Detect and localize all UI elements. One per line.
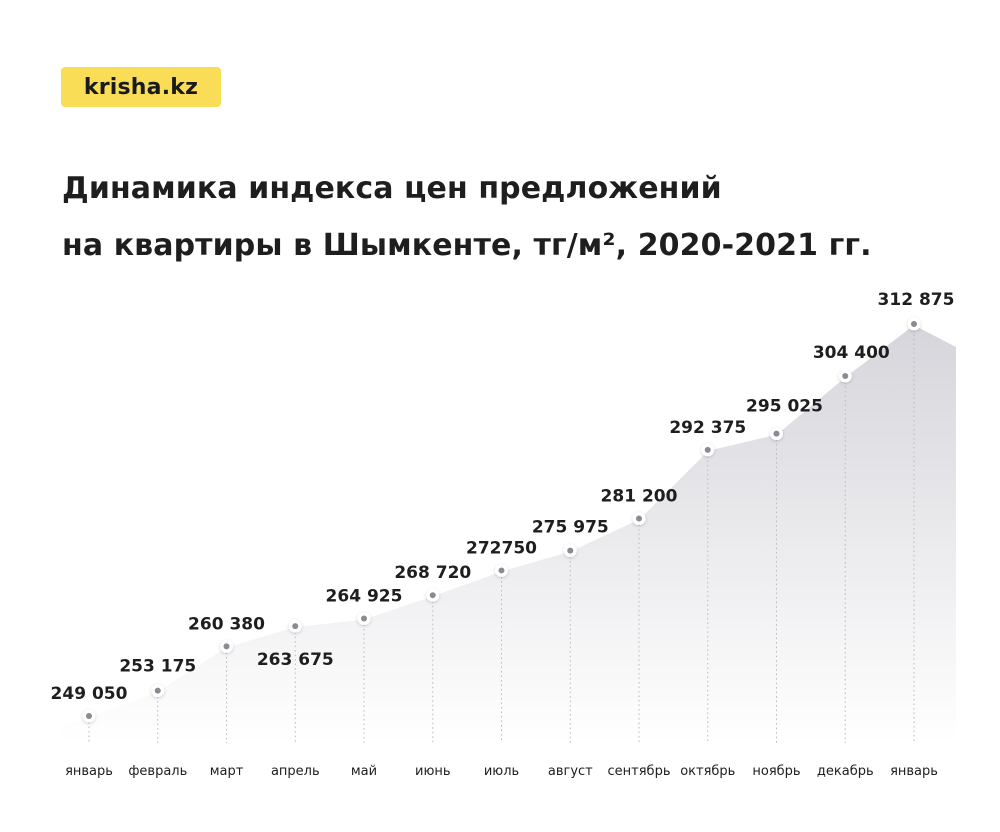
value-label-8: 275 975 xyxy=(532,518,609,538)
month-label-11: ноябрь xyxy=(752,764,800,779)
value-label-11: 295 025 xyxy=(746,397,823,417)
month-label-10: октябрь xyxy=(680,764,735,779)
value-label-4: 263 675 xyxy=(257,650,334,670)
month-label-6: июнь xyxy=(415,764,451,779)
data-point-3 xyxy=(220,639,233,653)
value-label-3: 260 380 xyxy=(188,614,265,634)
data-point-11 xyxy=(770,427,783,441)
value-label-6: 268 720 xyxy=(394,563,471,583)
month-label-12: декабрь xyxy=(817,764,874,779)
chart-title: Динамика индекса цен предложений на квар… xyxy=(62,160,872,274)
data-point-13 xyxy=(907,317,921,331)
month-label-2: февраль xyxy=(128,764,187,779)
data-point-7 xyxy=(495,563,508,577)
month-label-9: сентябрь xyxy=(608,764,671,779)
month-label-4: апрель xyxy=(271,764,320,779)
data-point-4 xyxy=(288,619,302,633)
value-label-7: 272750 xyxy=(466,538,537,558)
value-label-1: 249 050 xyxy=(51,684,128,704)
chart-title-line-1: Динамика индекса цен предложений xyxy=(62,171,722,206)
value-label-2: 253 175 xyxy=(119,657,196,677)
data-point-10 xyxy=(701,443,715,457)
data-point-6 xyxy=(426,588,440,602)
chart-title-line-2: на квартиры в Шымкенте, тг/м², 2020-2021… xyxy=(62,228,872,263)
value-label-9: 281 200 xyxy=(601,487,678,507)
area-fill xyxy=(60,324,956,743)
data-point-8 xyxy=(563,544,577,558)
month-label-8: август xyxy=(548,764,593,779)
month-label-3: март xyxy=(210,764,244,779)
month-label-13: январь xyxy=(890,764,938,779)
data-point-9 xyxy=(632,512,646,526)
month-label-1: январь xyxy=(65,764,113,779)
data-point-5 xyxy=(357,611,371,625)
month-label-5: май xyxy=(351,764,377,779)
data-point-1 xyxy=(82,709,96,723)
data-point-12 xyxy=(838,369,852,383)
data-point-2 xyxy=(151,684,165,698)
month-label-7: июль xyxy=(484,764,519,779)
krisha-logo: krisha.kz xyxy=(61,67,221,107)
value-label-12: 304 400 xyxy=(813,343,890,363)
value-label-5: 264 925 xyxy=(326,587,403,607)
value-label-10: 292 375 xyxy=(669,418,746,438)
value-label-13: 312 875 xyxy=(878,290,955,310)
